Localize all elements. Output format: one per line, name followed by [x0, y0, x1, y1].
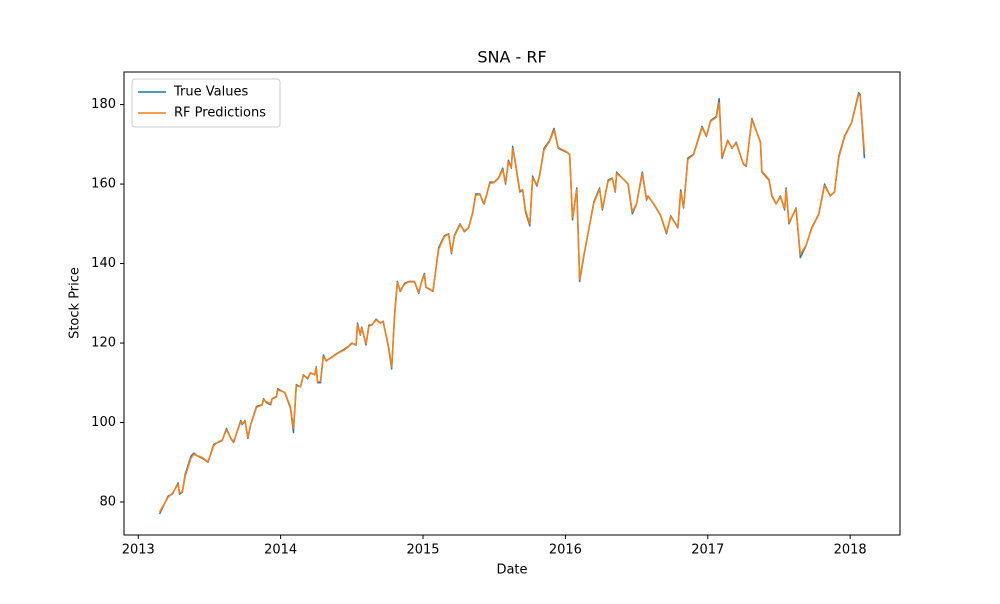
y-axis-label: Stock Price — [68, 267, 83, 339]
y-tick-label: 160 — [91, 177, 116, 192]
x-tick-label: 2018 — [834, 543, 867, 558]
y-tick-label: 80 — [99, 495, 116, 510]
x-tick-label: 2015 — [406, 543, 439, 558]
x-axis-label: Date — [496, 563, 527, 578]
x-tick-label: 2016 — [549, 543, 582, 558]
chart-title: SNA - RF — [477, 48, 546, 67]
series-line — [158, 93, 866, 513]
y-tick-label: 140 — [91, 256, 116, 271]
y-tick-label: 180 — [91, 97, 116, 112]
y-tick-label: 100 — [91, 415, 116, 430]
legend-box — [131, 78, 281, 128]
legend-label: RF Predictions — [174, 106, 266, 121]
x-tick-label: 2017 — [691, 543, 724, 558]
legend-label: True Values — [173, 85, 248, 100]
plot-frame — [123, 71, 901, 536]
x-tick-label: 2013 — [122, 543, 155, 558]
x-tick-label: 2014 — [264, 543, 297, 558]
y-tick-label: 120 — [91, 336, 116, 351]
